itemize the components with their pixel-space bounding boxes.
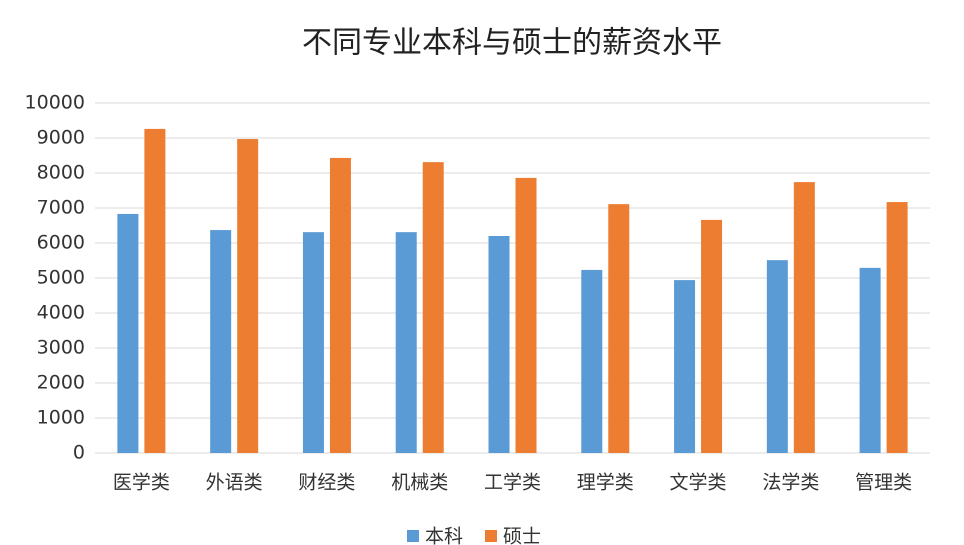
y-tick-label: 1000 [37, 407, 85, 429]
y-tick-label: 8000 [37, 162, 85, 184]
bar [608, 204, 630, 453]
x-tick-label: 机械类 [391, 472, 448, 494]
legend-swatch [485, 530, 497, 542]
chart-title: 不同专业本科与硕士的薪资水平 [302, 26, 722, 61]
bar [395, 232, 417, 453]
y-tick-label: 10000 [25, 92, 85, 114]
y-tick-label: 2000 [37, 372, 85, 394]
bar [515, 177, 537, 453]
x-tick-label: 财经类 [298, 472, 355, 494]
x-tick-label: 理学类 [577, 472, 634, 494]
x-tick-label: 工学类 [484, 472, 541, 494]
legend-label: 硕士 [503, 526, 541, 545]
bar [422, 162, 444, 453]
bar [117, 213, 139, 453]
x-tick-label: 医学类 [113, 472, 170, 494]
bar [859, 267, 881, 453]
bar [488, 236, 510, 453]
x-tick-label: 管理类 [855, 472, 912, 494]
bar [237, 139, 259, 454]
y-tick-label: 4000 [37, 302, 85, 324]
bar [701, 219, 723, 453]
legend-label: 本科 [425, 526, 463, 545]
bar [210, 230, 232, 453]
y-tick-label: 3000 [37, 337, 85, 359]
bar [674, 280, 696, 453]
y-tick-label: 0 [73, 442, 85, 464]
bar [886, 202, 908, 453]
x-tick-label: 文学类 [670, 472, 727, 494]
bar [144, 128, 166, 453]
bar [581, 269, 603, 453]
y-tick-label: 6000 [37, 232, 85, 254]
bar [302, 232, 324, 453]
y-tick-label: 7000 [37, 197, 85, 219]
bar [329, 157, 351, 453]
bar [793, 182, 815, 453]
bar [766, 260, 788, 453]
x-tick-label: 法学类 [762, 472, 819, 494]
legend-swatch [407, 530, 419, 542]
y-tick-label: 5000 [37, 267, 85, 289]
y-tick-label: 9000 [37, 127, 85, 149]
x-tick-label: 外语类 [206, 472, 263, 494]
